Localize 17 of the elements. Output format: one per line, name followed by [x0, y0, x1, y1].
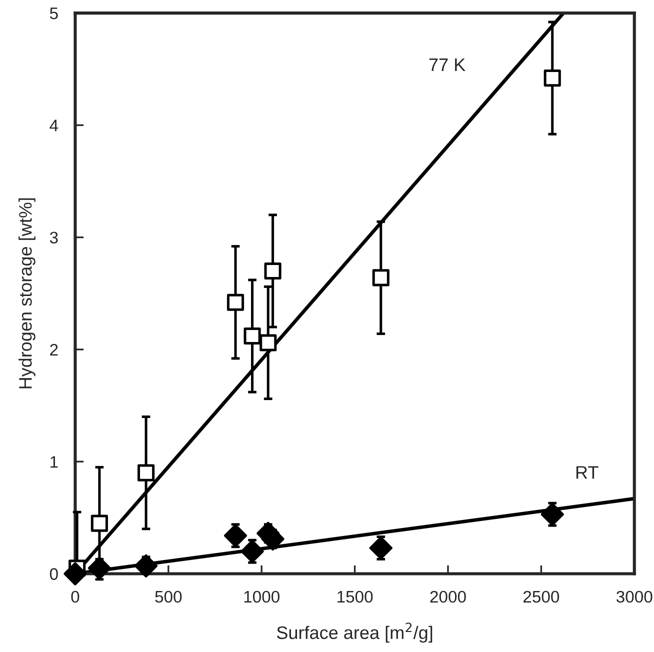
x-tick-label: 1000: [244, 590, 280, 603]
x-tick-label: 1500: [338, 590, 373, 603]
x-tick-label: 2500: [523, 590, 560, 603]
y-tick-label: 0: [50, 568, 58, 580]
x-tick-label: 2000: [430, 590, 466, 603]
x-tick-label: 0: [71, 590, 80, 603]
x-tick-label: 500: [155, 590, 182, 603]
y-tick-label: 5: [50, 8, 58, 20]
y-tick-label: 4: [50, 120, 58, 132]
x-axis-title: Surface area [m$^{2}$/g]: [276, 622, 432, 643]
y-tick-label: 2: [50, 344, 58, 356]
y-axis-title: Hydrogen storage [wt%]: [18, 198, 36, 388]
x-tick-label: 3000: [616, 590, 652, 603]
y-tick-label: 3: [50, 232, 58, 244]
annotation: RT: [576, 466, 598, 479]
y-tick-label: 1: [50, 456, 58, 468]
annotation: 77 K: [429, 58, 466, 71]
